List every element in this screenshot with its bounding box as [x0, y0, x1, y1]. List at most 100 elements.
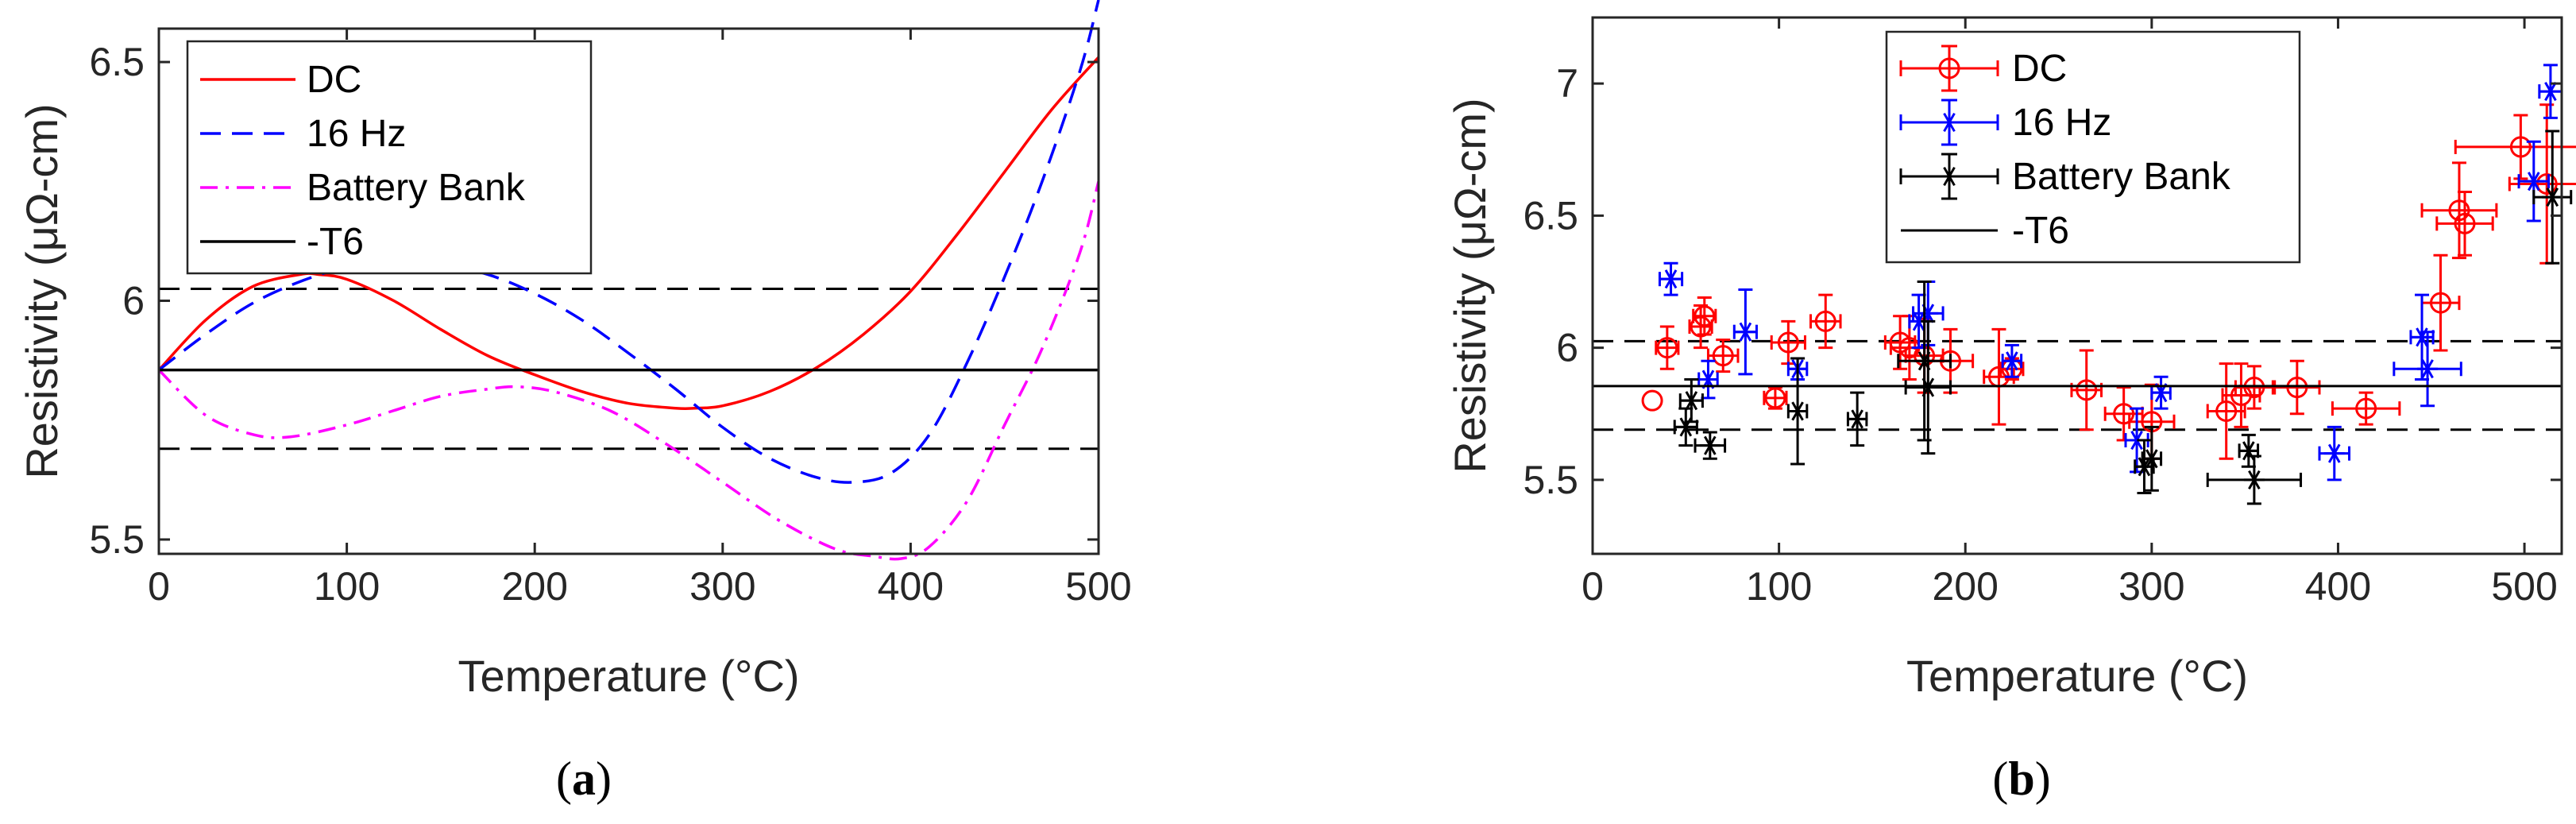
data-point — [2393, 331, 2462, 408]
legend-label: -T6 — [307, 221, 364, 263]
marker-stroke — [2248, 470, 2261, 489]
marker-circle — [2113, 403, 2135, 425]
marker-circle — [2509, 136, 2532, 158]
marker-stroke — [2546, 188, 2559, 207]
panel-label-a: (a) — [556, 752, 612, 805]
y-axis-label: Resistivity (μΩ-cm) — [17, 103, 67, 478]
data-point — [1786, 357, 1809, 466]
legend-box — [186, 40, 593, 275]
x-tick-label: 200 — [501, 564, 567, 609]
marker-circle — [2454, 212, 2476, 234]
marker-circle — [1814, 310, 1836, 332]
marker-stroke — [1943, 166, 1956, 187]
marker-stroke — [1943, 112, 1956, 133]
x-tick-label: 100 — [1746, 564, 1812, 609]
y-axis-label: Resistivity (μΩ-cm) — [1445, 98, 1495, 473]
data-point — [2234, 365, 2274, 410]
data-point — [1897, 280, 1952, 442]
y-tick-label: 5.5 — [89, 517, 145, 562]
marker-circle — [1712, 345, 1734, 367]
data-point — [1846, 391, 1868, 447]
marker-circle — [1641, 389, 1663, 412]
data-point — [2206, 455, 2303, 505]
x-tick-label: 400 — [878, 564, 944, 609]
data-point — [1641, 389, 1663, 412]
marker-stroke — [1912, 311, 1925, 331]
marker-circle — [2448, 199, 2470, 222]
legend-entry: Battery Bank — [1899, 153, 2231, 200]
data-point — [2273, 359, 2321, 416]
legend-label: Battery Bank — [307, 167, 526, 209]
marker-circle — [1938, 57, 1960, 79]
data-point — [2532, 130, 2573, 265]
data-point — [2318, 425, 2351, 482]
marker-stroke — [2242, 441, 2255, 461]
x-tick-label: 200 — [1933, 564, 1999, 609]
legend-label: -T6 — [2012, 210, 2069, 252]
data-point — [1655, 325, 1680, 370]
data-point — [1706, 338, 1740, 373]
data-point — [2134, 439, 2155, 495]
panel-label-b: (b) — [1992, 752, 2050, 805]
marker-stroke — [2327, 443, 2341, 463]
data-point — [1694, 431, 1727, 460]
y-tick-label: 5.5 — [1523, 458, 1578, 502]
data-point — [1732, 288, 1758, 376]
legend-box — [1885, 30, 2301, 264]
marker-circle — [2076, 379, 2098, 401]
marker-circle — [2355, 397, 2377, 420]
marker-stroke — [1704, 435, 1717, 455]
y-tick-label: 6 — [1556, 326, 1578, 370]
data-point — [2454, 114, 2576, 180]
x-axis-label: Temperature (°C) — [1906, 651, 2248, 701]
data-point — [1770, 319, 1806, 366]
marker-circle — [2535, 172, 2558, 195]
marker-stroke — [1791, 401, 1804, 421]
marker-stroke — [1739, 322, 1752, 342]
marker-stroke — [2421, 359, 2434, 379]
marker-stroke — [2528, 172, 2540, 191]
data-point — [2420, 161, 2498, 260]
legend-entry: -T6 — [1901, 210, 2069, 252]
data-point — [1658, 261, 1684, 296]
axes-frame — [1591, 16, 2563, 555]
data-point — [1692, 296, 1717, 336]
x-tick-label: 100 — [314, 564, 380, 609]
data-point — [2331, 391, 2401, 426]
legend-label: 16 Hz — [307, 113, 406, 155]
data-point — [2206, 362, 2246, 460]
chart-a: 0 100 200 300 400 500 5.5 6 6.5 Temperature (°C) R… — [17, 0, 1132, 701]
marker-stroke — [2145, 449, 2158, 469]
marker-stroke — [2544, 82, 2557, 102]
y-tick-label: 7 — [1556, 61, 1578, 106]
axes-frame — [157, 27, 1100, 555]
y-tick-label: 6 — [122, 279, 145, 323]
legend-label: DC — [307, 59, 361, 101]
x-axis-label: Temperature (°C) — [458, 651, 799, 701]
marker-stroke — [2006, 351, 2018, 371]
data-point — [1763, 386, 1788, 410]
marker-stroke — [2130, 430, 2143, 451]
legend-label: Battery Bank — [2012, 156, 2231, 198]
data-point — [2435, 190, 2494, 257]
data-point — [2070, 349, 2103, 431]
chart-b: 0 100 200 300 400 500 5.5 6 6.5 7 Temperature (°C)… — [1445, 16, 2576, 701]
y-tick-label: 6.5 — [89, 40, 145, 84]
data-point — [2141, 425, 2163, 492]
marker-circle — [2243, 377, 2265, 399]
x-tick-label: 0 — [1582, 564, 1604, 609]
marker-stroke — [1918, 351, 1931, 371]
data-point — [2517, 140, 2551, 222]
data-point — [2538, 64, 2563, 119]
legend-entry: DC — [1899, 44, 2067, 92]
marker-stroke — [1664, 269, 1678, 289]
x-tick-label: 500 — [2491, 564, 2557, 609]
x-tick-label: 300 — [2118, 564, 2184, 609]
y-tick-label: 6.5 — [1523, 193, 1578, 238]
marker-circle — [1656, 337, 1678, 359]
legend-entry: 16 Hz — [1899, 99, 2111, 146]
marker-circle — [2430, 292, 2451, 314]
marker-circle — [1694, 305, 1716, 327]
series-battery-bank — [1673, 130, 2573, 505]
